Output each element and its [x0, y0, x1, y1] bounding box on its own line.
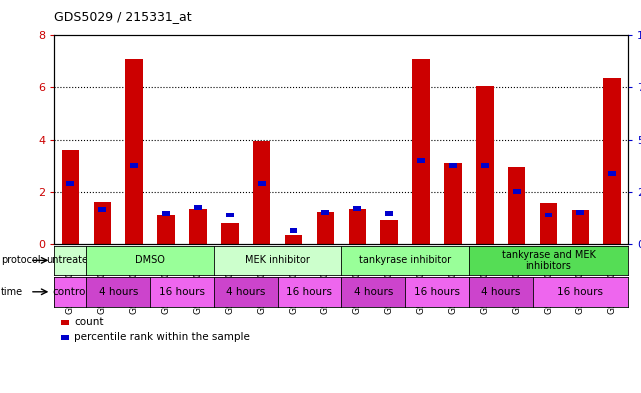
Text: tankyrase inhibitor: tankyrase inhibitor — [359, 255, 451, 265]
Bar — [417, 158, 425, 163]
Bar — [444, 163, 462, 244]
Text: count: count — [74, 317, 104, 327]
Text: 4 hours: 4 hours — [226, 287, 265, 297]
Bar — [130, 163, 138, 168]
Text: 4 hours: 4 hours — [99, 287, 138, 297]
Text: tankyrase and MEK
inhibitors: tankyrase and MEK inhibitors — [501, 250, 595, 271]
Bar — [385, 211, 393, 216]
Bar — [545, 213, 553, 217]
Bar — [412, 59, 429, 244]
Bar — [508, 167, 526, 244]
Text: percentile rank within the sample: percentile rank within the sample — [74, 332, 250, 342]
Bar — [513, 189, 520, 194]
Bar — [317, 212, 334, 244]
Bar — [540, 203, 557, 244]
Bar — [194, 205, 202, 209]
Bar — [189, 209, 206, 244]
Bar — [481, 163, 488, 168]
Text: DMSO: DMSO — [135, 255, 165, 265]
Bar — [126, 59, 143, 244]
Bar — [603, 78, 621, 244]
Bar — [572, 210, 589, 244]
Bar — [380, 220, 398, 244]
Bar — [67, 182, 74, 186]
Bar — [253, 141, 271, 244]
Text: 16 hours: 16 hours — [159, 287, 205, 297]
Bar — [258, 182, 265, 186]
Text: untreated: untreated — [46, 255, 94, 265]
Bar — [576, 210, 585, 215]
Text: MEK inhibitor: MEK inhibitor — [245, 255, 310, 265]
Text: 16 hours: 16 hours — [558, 287, 603, 297]
Text: time: time — [1, 287, 23, 297]
Bar — [353, 206, 362, 211]
Bar — [608, 171, 616, 176]
Bar — [290, 228, 297, 233]
Bar — [285, 235, 303, 244]
Bar — [221, 223, 238, 244]
Bar — [62, 150, 79, 244]
Text: control: control — [52, 287, 88, 297]
Bar — [476, 86, 494, 244]
Text: 4 hours: 4 hours — [481, 287, 520, 297]
Bar — [157, 215, 175, 244]
Bar — [94, 202, 111, 244]
Bar — [349, 209, 366, 244]
Bar — [226, 213, 234, 217]
Text: protocol: protocol — [1, 255, 40, 265]
Bar — [98, 208, 106, 212]
Bar — [162, 211, 170, 216]
Bar — [321, 210, 329, 215]
Text: 16 hours: 16 hours — [414, 287, 460, 297]
Text: GDS5029 / 215331_at: GDS5029 / 215331_at — [54, 10, 192, 23]
Text: 4 hours: 4 hours — [354, 287, 393, 297]
Text: 16 hours: 16 hours — [287, 287, 333, 297]
Bar — [449, 163, 457, 168]
